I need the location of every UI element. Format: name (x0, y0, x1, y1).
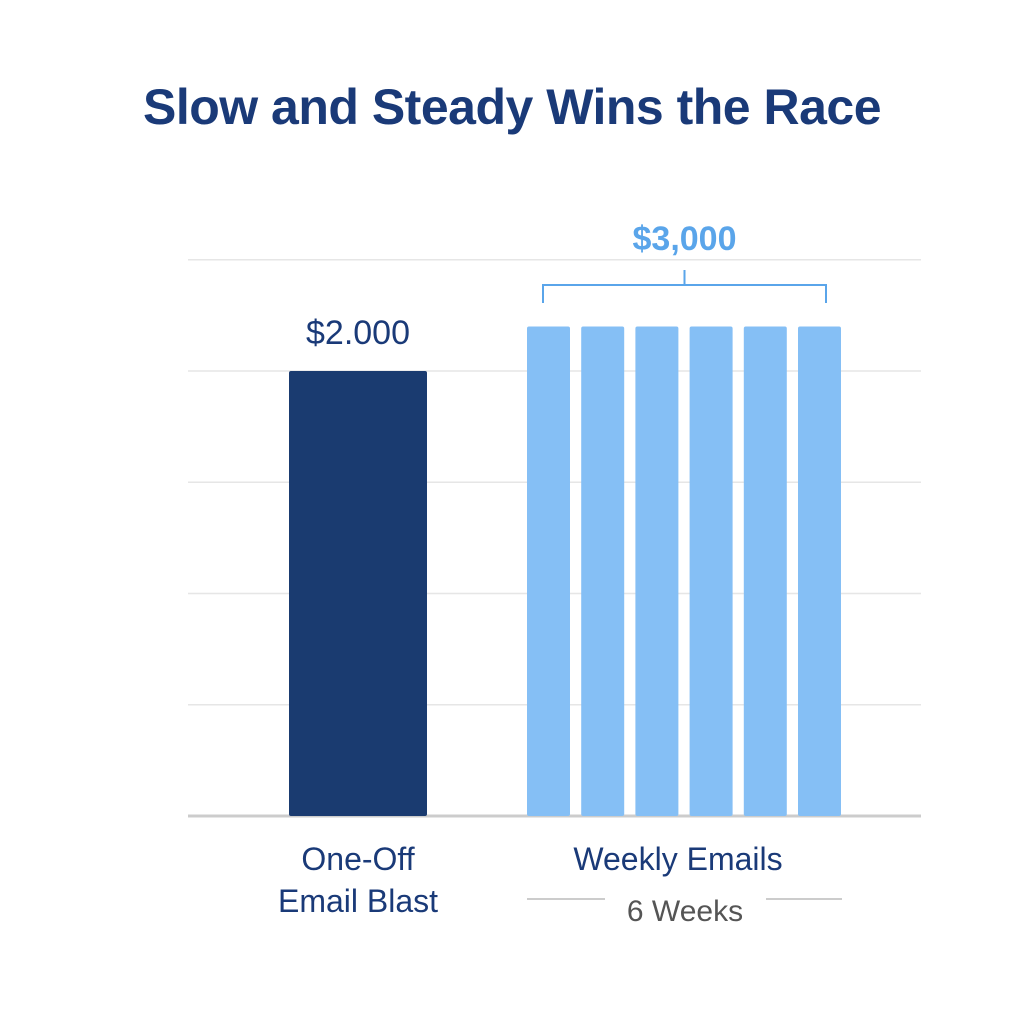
value-label-one-off: $2.000 (306, 314, 410, 352)
bar-week-4 (689, 326, 733, 816)
bar-week-3 (635, 326, 679, 816)
bars (289, 326, 841, 816)
category-label-one-off: Email Blast (278, 883, 438, 919)
category-label-weekly: Weekly Emails (573, 841, 782, 877)
value-label-weekly-total: $3,000 (633, 220, 737, 258)
sublabel-six-weeks: 6 Weeks (627, 895, 743, 928)
total-bracket (542, 270, 827, 303)
bar-one-off (289, 371, 427, 816)
bar-week-6 (798, 326, 841, 816)
bar-week-5 (743, 326, 787, 816)
chart-title: Slow and Steady Wins the Race (142, 79, 882, 135)
category-label-one-off: One-Off (301, 841, 414, 877)
labels: $2.000 One-Off Email Blast $3,000 Weekly Ema… (278, 220, 842, 928)
bar-week-1 (527, 326, 570, 816)
bar-week-2 (581, 326, 625, 816)
